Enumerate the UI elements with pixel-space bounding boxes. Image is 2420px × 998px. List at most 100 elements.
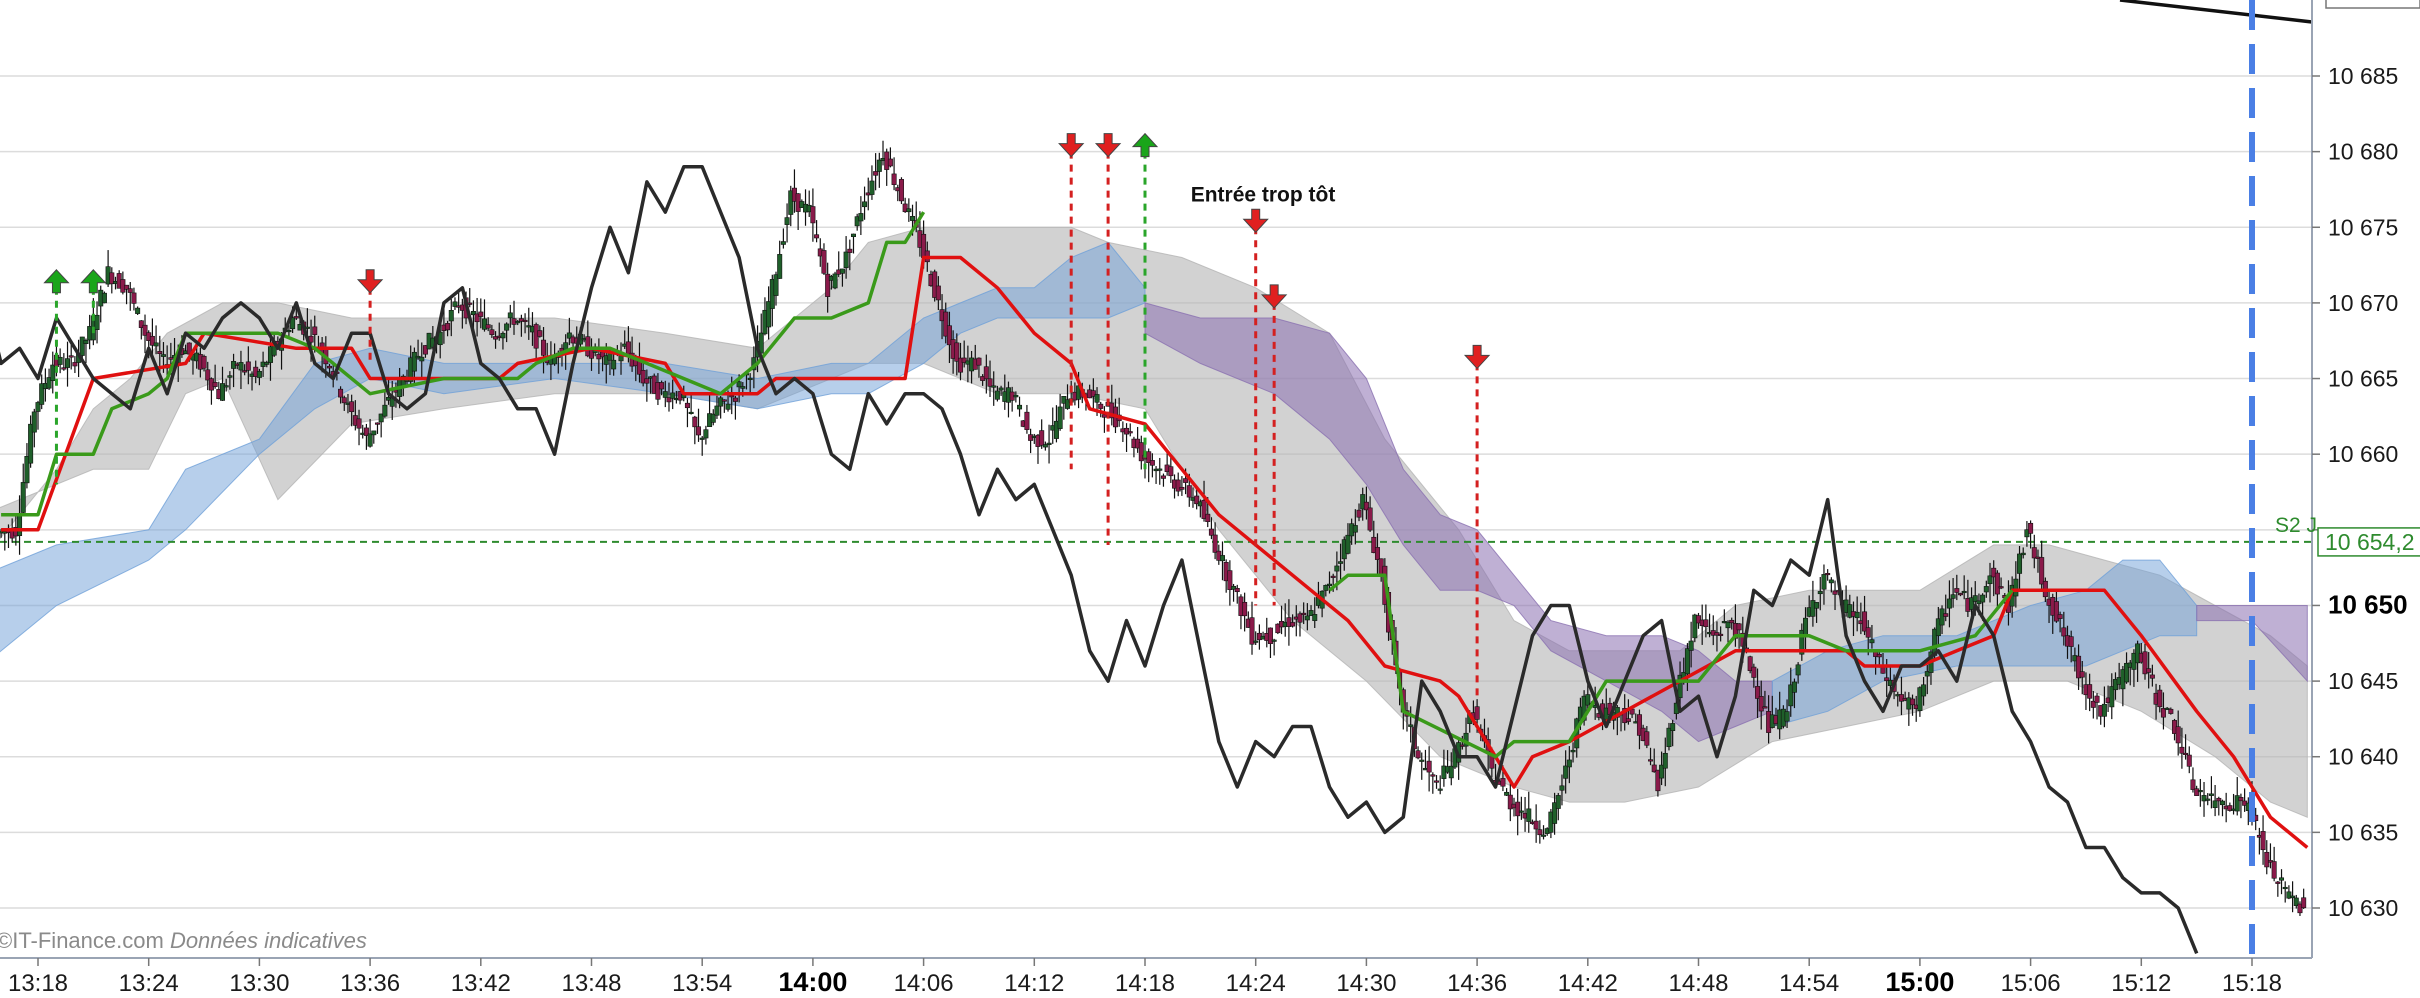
candle-up bbox=[566, 332, 572, 339]
candle-up bbox=[57, 356, 63, 365]
x-tick-label: 14:36 bbox=[1447, 970, 1507, 997]
candle-down bbox=[1884, 677, 1890, 682]
candle-up bbox=[35, 402, 41, 412]
candle-down bbox=[1943, 613, 1949, 617]
candle-down bbox=[943, 311, 949, 337]
candle-down bbox=[666, 397, 672, 403]
candle-up bbox=[1231, 585, 1237, 590]
candle-down bbox=[485, 324, 491, 329]
candle-down bbox=[2179, 746, 2185, 754]
x-tick-label: 14:18 bbox=[1115, 970, 1175, 997]
candle-up bbox=[714, 405, 720, 416]
candle-down bbox=[242, 370, 248, 373]
candle-down bbox=[68, 355, 74, 358]
candle-down bbox=[1500, 778, 1506, 787]
indicator-lines bbox=[0, 0, 2313, 955]
candle-up bbox=[2208, 793, 2214, 796]
support-value-label: 10 654,2 bbox=[2325, 529, 2415, 555]
candle-down bbox=[1194, 495, 1200, 505]
candle-up bbox=[1448, 765, 1454, 779]
candle-up bbox=[1803, 617, 1809, 636]
candle-up bbox=[1788, 684, 1794, 707]
candle-up bbox=[766, 301, 772, 328]
candle-up bbox=[1983, 586, 1989, 593]
candle-down bbox=[2216, 797, 2222, 802]
candle-down bbox=[1696, 615, 1702, 624]
candle-up bbox=[2201, 795, 2207, 802]
candle-up bbox=[1828, 579, 1834, 584]
candle-down bbox=[541, 339, 547, 356]
candle-up bbox=[1219, 555, 1225, 562]
y-tick-label: 10 650 bbox=[2328, 589, 2408, 619]
candle-down bbox=[721, 399, 727, 402]
candle-up bbox=[994, 390, 1000, 400]
candle-down bbox=[1755, 686, 1761, 699]
candle-up bbox=[736, 381, 742, 388]
candle-down bbox=[625, 341, 631, 355]
candle-down bbox=[1168, 466, 1174, 477]
y-tick-label: 10 670 bbox=[2328, 290, 2398, 316]
candle-down bbox=[957, 357, 963, 373]
candle-down bbox=[338, 388, 344, 398]
candle-up bbox=[777, 254, 783, 279]
candle-up bbox=[2205, 798, 2211, 801]
candle-down bbox=[1537, 829, 1543, 836]
x-tick-label: 13:42 bbox=[451, 970, 511, 997]
sell-arrow-icon bbox=[1094, 133, 1122, 158]
candle-down bbox=[2076, 655, 2082, 679]
candle-down bbox=[124, 284, 130, 290]
candle-down bbox=[810, 206, 816, 224]
candle-up bbox=[1408, 724, 1414, 727]
candle-up bbox=[1670, 723, 1676, 732]
candle-down bbox=[157, 351, 163, 354]
candle-down bbox=[422, 345, 428, 355]
candle-down bbox=[825, 273, 831, 297]
candle-down bbox=[2183, 752, 2189, 756]
candle-down bbox=[1718, 633, 1724, 636]
candle-up bbox=[1555, 795, 1561, 809]
candle-up bbox=[1924, 671, 1930, 677]
x-tick-label: 14:54 bbox=[1779, 970, 1839, 997]
candle-up bbox=[2101, 703, 2107, 717]
candle-down bbox=[1290, 622, 1296, 627]
candle-up bbox=[843, 251, 849, 268]
candle-down bbox=[1175, 479, 1181, 492]
candle-down bbox=[935, 285, 941, 301]
candle-down bbox=[2168, 708, 2174, 714]
candle-down bbox=[2146, 668, 2152, 673]
candle-down bbox=[349, 401, 355, 413]
candle-up bbox=[662, 391, 668, 398]
candle-up bbox=[290, 317, 296, 330]
candle-down bbox=[983, 366, 989, 380]
candle-up bbox=[227, 375, 233, 378]
sell-arrow-icon bbox=[1261, 284, 1288, 309]
candle-up bbox=[725, 403, 731, 410]
candle-down bbox=[891, 173, 897, 185]
signal-arrows bbox=[43, 132, 1491, 697]
candle-down bbox=[2057, 614, 2063, 619]
source-label: ©IT-Finance.com bbox=[0, 928, 170, 953]
candle-up bbox=[850, 233, 856, 237]
candle-up bbox=[46, 377, 52, 389]
candle-up bbox=[2234, 795, 2240, 812]
candle-up bbox=[378, 413, 384, 423]
candle-up bbox=[2212, 800, 2218, 808]
candle-down bbox=[1644, 731, 1650, 746]
candle-down bbox=[1267, 627, 1273, 644]
candle-up bbox=[2282, 886, 2288, 890]
candle-up bbox=[507, 312, 513, 319]
candle-up bbox=[411, 351, 417, 372]
candle-down bbox=[138, 320, 144, 328]
candle-down bbox=[732, 397, 738, 402]
candle-up bbox=[862, 201, 868, 208]
candle-down bbox=[1367, 507, 1373, 531]
candle-up bbox=[1053, 420, 1059, 439]
candle-up bbox=[1847, 604, 1853, 618]
candle-down bbox=[2260, 831, 2266, 851]
time-markers bbox=[2249, 0, 2255, 958]
candle-up bbox=[1570, 749, 1576, 753]
candle-down bbox=[72, 362, 78, 367]
candle-down bbox=[2053, 601, 2059, 622]
candle-down bbox=[1994, 572, 2000, 595]
candle-down bbox=[2275, 881, 2281, 884]
